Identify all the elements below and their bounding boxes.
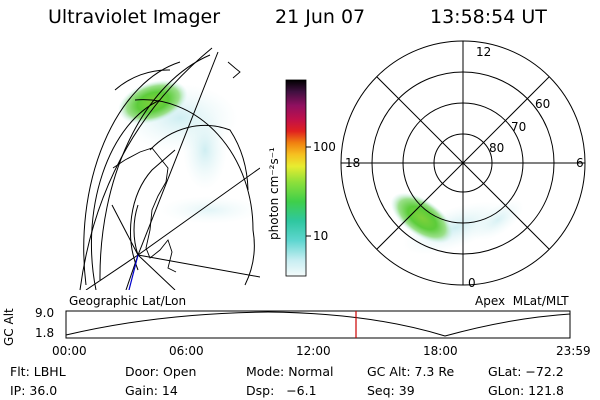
instrument-title: Ultraviolet Imager bbox=[48, 6, 221, 28]
timeline-y-tick: 9.0 bbox=[35, 306, 55, 320]
sun-vector bbox=[128, 254, 139, 290]
status-ip: IP: 36.0 bbox=[10, 383, 58, 398]
altitude-timeline bbox=[65, 310, 571, 339]
status-mode: Mode: Normal bbox=[246, 364, 334, 379]
coastline bbox=[112, 147, 177, 273]
colorbar-unit: photon cm⁻²s⁻¹ bbox=[267, 147, 281, 240]
lon-line bbox=[85, 254, 139, 290]
timeline-x-tick: 06:00 bbox=[169, 344, 204, 358]
status-glon: GLon: 121.8 bbox=[488, 383, 564, 398]
color-bar bbox=[285, 79, 311, 277]
mlt-label-12: 12 bbox=[476, 45, 492, 59]
mlt-label-18: 18 bbox=[345, 156, 361, 170]
timeline-x-tick: 12:00 bbox=[296, 344, 331, 358]
status-gc-alt: GC Alt: 7.3 Re bbox=[367, 364, 455, 379]
lat-arc bbox=[133, 204, 139, 256]
mlat-label-70: 70 bbox=[511, 120, 527, 134]
lon-line bbox=[137, 167, 260, 256]
mlt-label-6: 6 bbox=[576, 156, 584, 170]
colorbar-tick: 10 bbox=[313, 229, 329, 243]
coastline bbox=[227, 61, 241, 79]
status-filter: Flt: LBHL bbox=[10, 364, 66, 379]
lat-arc bbox=[134, 99, 255, 286]
timeline-x-tick: 18:00 bbox=[423, 344, 458, 358]
colorbar-tick: 100 bbox=[313, 140, 336, 154]
lat-arc bbox=[90, 99, 161, 290]
map-limb bbox=[79, 47, 213, 291]
geographic-panel-label: Geographic Lat/Lon bbox=[69, 294, 187, 308]
lon-line bbox=[137, 254, 260, 278]
lat-arc bbox=[114, 69, 171, 91]
geographic-map bbox=[83, 51, 260, 290]
mlat-label-80: 80 bbox=[489, 141, 505, 155]
lon-line bbox=[111, 204, 139, 256]
status-gain: Gain: 14 bbox=[125, 383, 178, 398]
lat-arc bbox=[149, 124, 249, 191]
polar-panel-label: Apex MLat/MLT bbox=[475, 294, 569, 308]
aurora-haze bbox=[160, 196, 260, 224]
aurora-haze bbox=[472, 199, 524, 241]
status-seq: Seq: 39 bbox=[367, 383, 415, 398]
aurora-haze bbox=[183, 110, 227, 190]
date-label: 21 Jun 07 bbox=[275, 6, 366, 28]
time-label: 13:58:54 UT bbox=[430, 6, 547, 28]
aurora-blob bbox=[390, 192, 454, 244]
status-dsp: Dsp: −6.1 bbox=[246, 383, 317, 398]
status-door: Door: Open bbox=[125, 364, 197, 379]
polar-plot bbox=[340, 40, 586, 286]
lat-arc bbox=[99, 54, 211, 281]
timeline-y-label: GC Alt bbox=[2, 308, 16, 346]
lat-arc bbox=[83, 61, 181, 286]
timeline-y-tick: 1.8 bbox=[35, 326, 55, 340]
lat-arc bbox=[130, 149, 176, 271]
mlt-label-0: 0 bbox=[468, 276, 476, 290]
mlat-label-60: 60 bbox=[535, 97, 551, 111]
altitude-curve bbox=[65, 311, 571, 337]
timeline-x-tick: 00:00 bbox=[52, 344, 87, 358]
timeline-x-tick: 23:59 bbox=[556, 344, 591, 358]
mlt-line bbox=[376, 76, 550, 250]
status-glat: GLat: −72.2 bbox=[488, 364, 564, 379]
lon-line bbox=[137, 254, 176, 290]
